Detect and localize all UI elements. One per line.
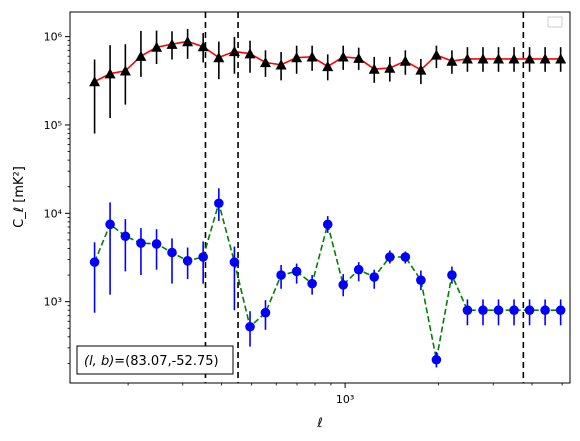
markers (89, 36, 567, 365)
y-tick-label-1: 10⁴ (44, 207, 63, 220)
series-1-point-29 (540, 305, 550, 316)
series-0-point-10 (244, 48, 256, 59)
series-0-point-19 (384, 62, 396, 73)
series-0-point-29 (539, 53, 551, 64)
annotation-box: (l, b)=(83.07,-52.75) (76, 345, 234, 375)
series-0-point-9 (228, 45, 240, 57)
series-1-point-27 (509, 305, 519, 316)
y-tick-label-3: 10⁶ (44, 31, 63, 44)
series-0-point-6 (182, 36, 194, 47)
series-1-point-1 (105, 219, 115, 230)
series-1-point-6 (182, 256, 193, 266)
series-0-point-20 (399, 55, 411, 66)
series-0-point-30 (555, 53, 567, 64)
series-1-point-20 (400, 252, 411, 262)
series-1-point-25 (478, 305, 488, 316)
series-0-point-14 (306, 51, 318, 62)
x-axis-label: ℓ (316, 416, 322, 431)
vertical-lines (204, 12, 525, 383)
series-0-point-26 (493, 53, 504, 64)
series-0-point-0 (89, 76, 101, 87)
series-0-point-12 (275, 59, 287, 70)
series-0-point-16 (337, 51, 349, 62)
series-0-point-7 (197, 41, 209, 52)
series-0-point-18 (368, 63, 380, 74)
series-1-point-17 (353, 264, 364, 275)
series-0-point-11 (260, 57, 271, 68)
series-1-point-21 (416, 275, 426, 285)
series-0-point-13 (291, 52, 303, 63)
series-1-point-18 (369, 272, 380, 282)
series-1-point-24 (462, 305, 473, 316)
series-0-point-2 (119, 65, 131, 76)
series-1-point-13 (291, 266, 302, 277)
series-0-point-1 (104, 68, 116, 79)
y-tick-label-2: 10⁵ (44, 119, 62, 132)
series-1-point-4 (151, 239, 162, 249)
series-0-point-22 (430, 49, 442, 60)
series-1-point-22 (431, 354, 442, 365)
series-0-point-27 (508, 53, 520, 64)
series-1-point-9 (229, 257, 240, 267)
plot-area (70, 12, 570, 383)
series-0-point-17 (353, 52, 365, 63)
series-0-point-23 (446, 55, 458, 66)
series-1-point-5 (167, 247, 177, 258)
y-tick-label-0: 10³ (44, 296, 62, 309)
series-0-point-15 (322, 60, 334, 72)
series-1-point-26 (493, 305, 504, 316)
series-1-point-14 (307, 278, 317, 289)
series-1-point-12 (276, 270, 286, 280)
series-0-point-8 (213, 52, 225, 63)
series-1-point-0 (89, 257, 100, 267)
annotation-value: =(83.07,-52.75) (114, 354, 218, 369)
series-0-point-28 (524, 53, 536, 64)
plot-frame (69, 11, 571, 384)
annotation-text: (l, b)=(83.07,-52.75) (84, 354, 219, 369)
annotation-frame (76, 345, 234, 375)
series-1-point-11 (260, 307, 271, 318)
series-1-point-15 (322, 219, 333, 230)
series-0-point-3 (135, 50, 147, 61)
series-0-point-4 (151, 41, 163, 52)
series-1-point-28 (524, 305, 535, 316)
series-1-point-30 (555, 305, 566, 316)
series-0-point-21 (415, 64, 427, 75)
series-1-point-2 (120, 231, 131, 242)
y-axis-label: C_ℓ [mK²] (12, 166, 27, 228)
series-1-point-3 (136, 238, 146, 248)
legend-box (547, 16, 563, 28)
series-0-point-5 (166, 38, 178, 49)
series-1-point-10 (245, 321, 255, 332)
series-1-point-7 (198, 252, 208, 262)
series-0-point-25 (477, 53, 489, 64)
annotation-prefix: (l, b) (84, 354, 114, 369)
x-tick-label-0: 10³ (336, 393, 354, 406)
legend (547, 16, 563, 28)
series-0-point-24 (461, 53, 473, 64)
axis-ticks: 10³ 10⁴ 10⁵ 10⁶ 10³ (44, 31, 563, 406)
series-1-point-19 (385, 252, 395, 262)
series-1-point-23 (447, 270, 457, 280)
series-1-point-8 (214, 198, 224, 209)
series-1-point-16 (338, 280, 349, 290)
